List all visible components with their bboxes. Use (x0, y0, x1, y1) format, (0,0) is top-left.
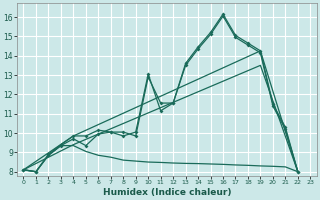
X-axis label: Humidex (Indice chaleur): Humidex (Indice chaleur) (103, 188, 231, 197)
